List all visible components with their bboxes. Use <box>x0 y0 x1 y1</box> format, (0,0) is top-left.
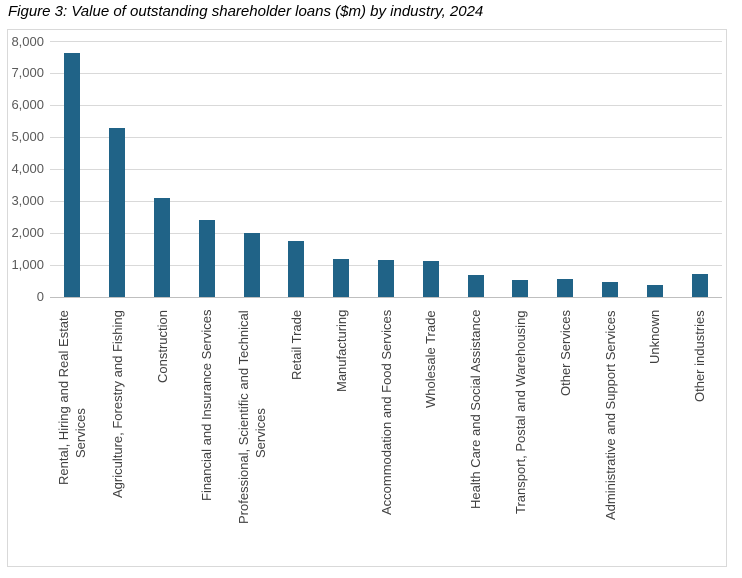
y-axis-tick-label: 8,000 <box>11 33 44 49</box>
gridline <box>50 104 722 106</box>
category-label: Administrative and Support Services <box>602 310 619 556</box>
category-label: Accommodation and Food Services <box>378 310 395 556</box>
category-label: Other industries <box>691 310 708 556</box>
bar <box>64 52 81 297</box>
category-label-line: Services <box>73 408 89 458</box>
gridline <box>50 72 722 74</box>
gridline <box>50 232 722 234</box>
bar <box>154 197 170 297</box>
bar <box>378 259 394 297</box>
category-label-line: Health Care and Social Assistance <box>468 310 484 510</box>
category-label-line: Manufacturing <box>333 310 349 393</box>
category-label: Unknown <box>646 310 663 556</box>
category-label: Agriculture, Forestry and Fishing <box>109 310 126 556</box>
gridline <box>50 168 722 170</box>
category-label-line: Wholesale Trade <box>423 310 439 408</box>
category-label-line: Accommodation and Food Services <box>378 310 394 516</box>
category-label-line: Other industries <box>692 310 708 402</box>
category-label-line: Services <box>252 408 268 458</box>
category-label: Rental, Hiring and Real Estate Services <box>55 310 89 556</box>
category-label-line: Retail Trade <box>288 310 304 381</box>
bar <box>333 259 350 297</box>
x-axis-line <box>50 296 722 298</box>
y-axis-tick-label: 7,000 <box>11 65 44 81</box>
bar <box>467 275 484 297</box>
y-axis-tick-label: 5,000 <box>11 129 44 145</box>
bar <box>422 260 439 297</box>
category-label-line: Other Services <box>557 310 573 396</box>
category-label-line: Professional, Scientific and Technical <box>235 310 251 524</box>
category-label: Transport, Postal and Warehousing <box>512 310 529 556</box>
gridline <box>50 41 722 42</box>
category-label: Professional, Scientific and Technical Se… <box>235 310 269 556</box>
chart-frame <box>7 29 727 567</box>
category-label-line: Financial and Insurance Services <box>199 310 215 502</box>
bar <box>288 241 305 297</box>
bar <box>646 284 663 297</box>
category-label: Financial and Insurance Services <box>198 310 215 556</box>
y-axis-tick-label: 4,000 <box>11 161 44 177</box>
bar <box>109 127 126 297</box>
category-label: Health Care and Social Assistance <box>467 310 484 556</box>
bar <box>557 279 574 297</box>
category-label-line: Unknown <box>647 310 663 365</box>
category-label-line: Agriculture, Forestry and Fishing <box>109 310 125 498</box>
bar <box>691 274 708 297</box>
category-label-line: Rental, Hiring and Real Estate <box>56 310 72 485</box>
bar <box>602 281 618 297</box>
y-axis-tick-label: 6,000 <box>11 97 44 113</box>
bar <box>198 220 215 297</box>
category-label-line: Administrative and Support Services <box>602 310 618 520</box>
category-label: Manufacturing <box>333 310 350 556</box>
category-label: Other Services <box>557 310 574 556</box>
gridline <box>50 136 722 138</box>
bar <box>243 233 260 297</box>
gridline <box>50 200 722 202</box>
category-label-line: Construction <box>154 310 170 383</box>
y-axis-tick-label: 3,000 <box>11 193 44 209</box>
category-label: Retail Trade <box>288 310 305 556</box>
y-axis-tick-label: 2,000 <box>11 225 44 241</box>
figure-title: Figure 3: Value of outstanding sharehold… <box>8 3 484 20</box>
bar <box>512 280 529 297</box>
y-axis-tick-label: 1,000 <box>11 257 44 273</box>
category-label-line: Transport, Postal and Warehousing <box>512 310 528 514</box>
y-axis-tick-label: 0 <box>36 289 44 304</box>
category-label: Construction <box>154 310 171 556</box>
category-label: Wholesale Trade <box>422 310 439 556</box>
